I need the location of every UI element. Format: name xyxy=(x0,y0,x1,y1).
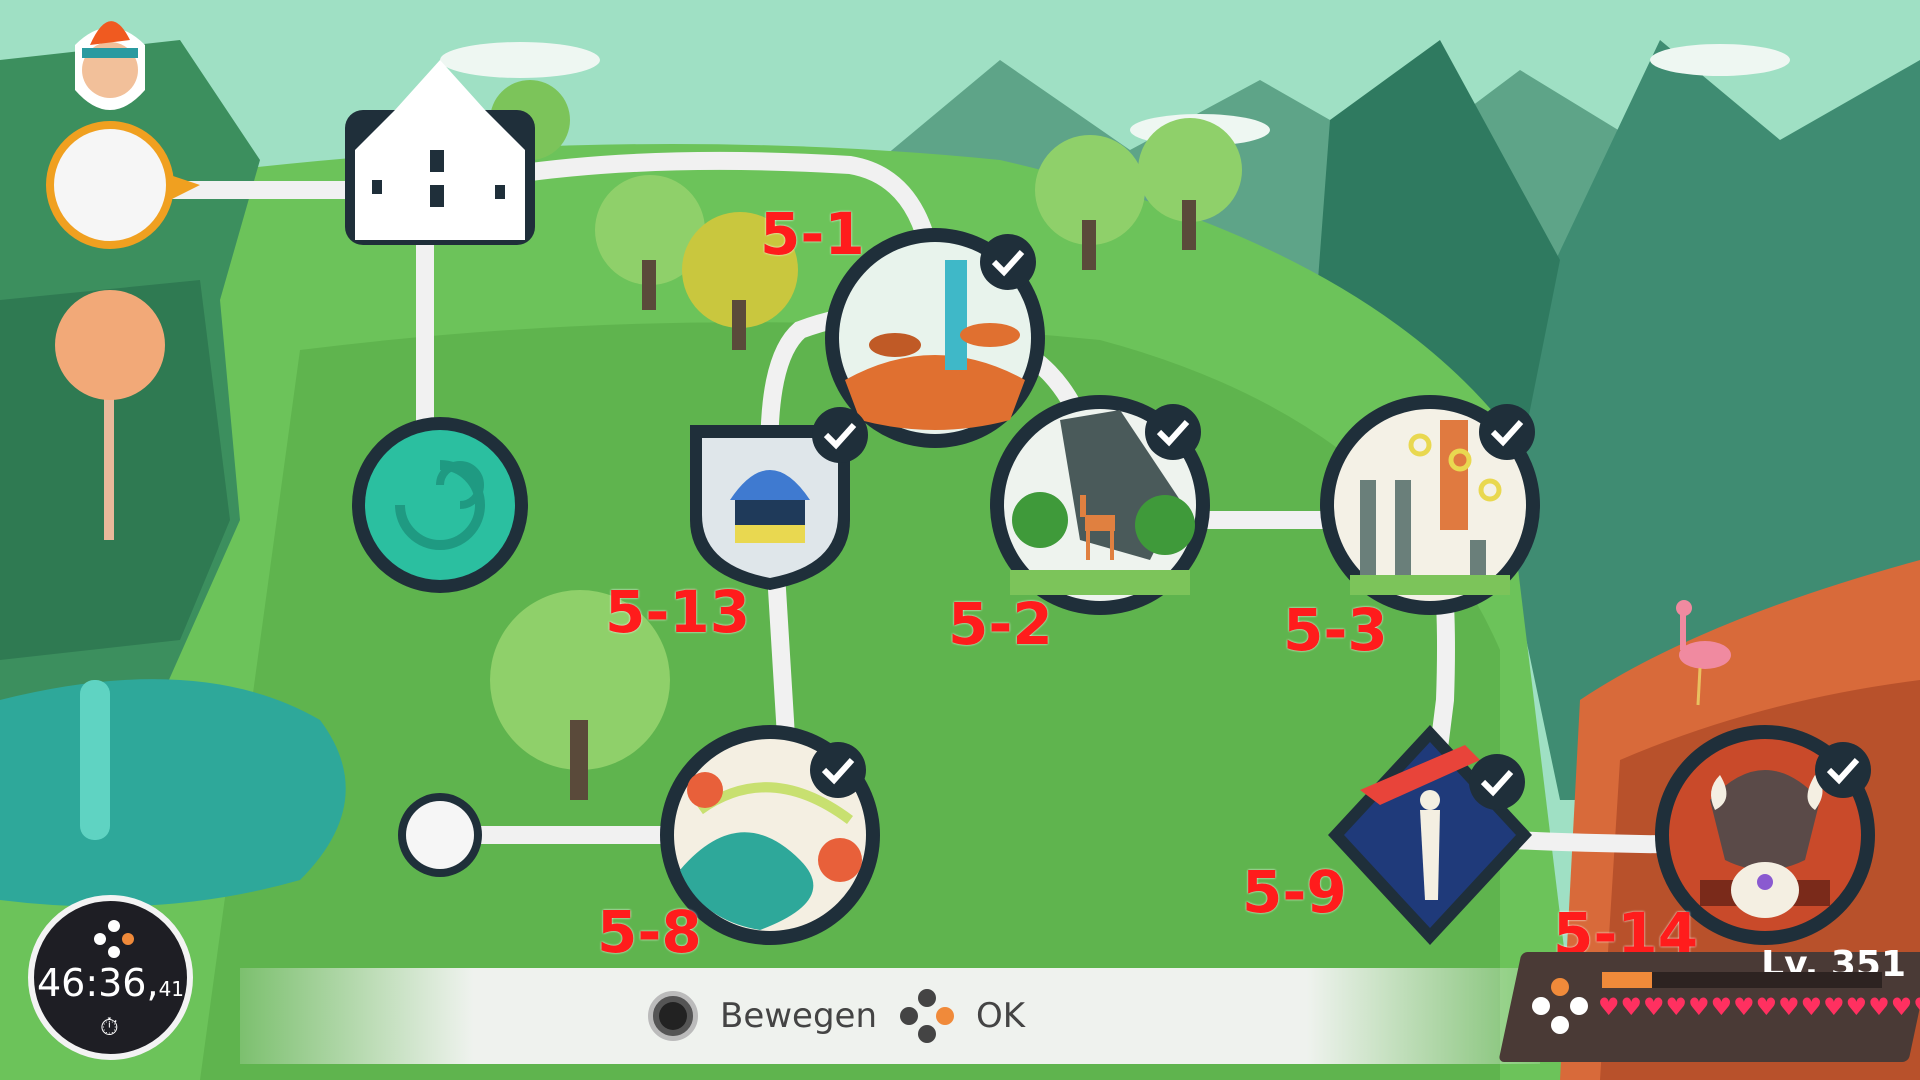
trees xyxy=(490,80,1242,800)
stage-label-5-1: 5-1 xyxy=(760,200,865,268)
stage-node-5-3[interactable] xyxy=(1320,395,1540,615)
hint-move: Bewegen xyxy=(648,988,877,1044)
play-timer: 46:36,41 ⏱ xyxy=(28,895,193,1060)
flamingo xyxy=(1676,600,1731,706)
lake xyxy=(0,679,346,907)
stage-label-5-13: 5-13 xyxy=(605,578,751,646)
stage-node-5-1[interactable] xyxy=(825,228,1045,448)
stage-5-13-check-icon xyxy=(812,407,868,463)
hint-ok: OK xyxy=(900,988,1025,1044)
cloud xyxy=(1650,44,1790,76)
stage-5-8-check-icon xyxy=(810,742,866,798)
cloud xyxy=(440,42,600,78)
health-hearts: ♥♥♥♥♥♥♥♥♥♥♥♥♥♥♥♥♥♥♥♥♥♥♥♥ xyxy=(1598,993,1920,1021)
start-node[interactable] xyxy=(46,121,200,249)
stage-label-5-3: 5-3 xyxy=(1283,596,1388,664)
timer-value: 46:36,41 xyxy=(36,961,185,1005)
stage-label-5-2: 5-2 xyxy=(948,590,1053,658)
palm-tree xyxy=(55,290,165,540)
experience-bar xyxy=(1602,972,1882,988)
left-stick-icon xyxy=(648,991,698,1041)
move-label: Bewegen xyxy=(720,996,878,1036)
player-avatar-icon xyxy=(75,21,145,110)
experience-fill xyxy=(1602,972,1653,988)
stage-label-5-9: 5-9 xyxy=(1242,858,1347,926)
stopwatch-icon: ⏱ xyxy=(100,1013,119,1041)
buttons-icon xyxy=(1532,978,1588,1034)
player-status-panel: Lv. 351 ♥♥♥♥♥♥♥♥♥♥♥♥♥♥♥♥♥♥♥♥♥♥♥♥ xyxy=(1498,944,1920,1062)
cliff-shade xyxy=(0,280,230,660)
waterfall xyxy=(80,680,110,840)
stage-5-3-check-icon xyxy=(1479,404,1535,460)
house-node[interactable] xyxy=(345,60,535,245)
ok-label: OK xyxy=(976,996,1026,1036)
buttons-icon xyxy=(94,920,134,958)
stage-5-2-check-icon xyxy=(1145,404,1201,460)
stage-node-5-13[interactable] xyxy=(690,425,850,590)
empty-node[interactable] xyxy=(398,793,482,877)
action-buttons-icon xyxy=(900,989,954,1043)
stage-5-9-check-icon xyxy=(1469,754,1525,810)
stage-5-14-check-icon xyxy=(1815,742,1871,798)
swirl-portal-node[interactable] xyxy=(352,417,528,593)
control-hints-bar: Bewegen OK xyxy=(240,968,1540,1064)
stage-label-5-8: 5-8 xyxy=(597,898,702,966)
stage-5-1-check-icon xyxy=(980,234,1036,290)
